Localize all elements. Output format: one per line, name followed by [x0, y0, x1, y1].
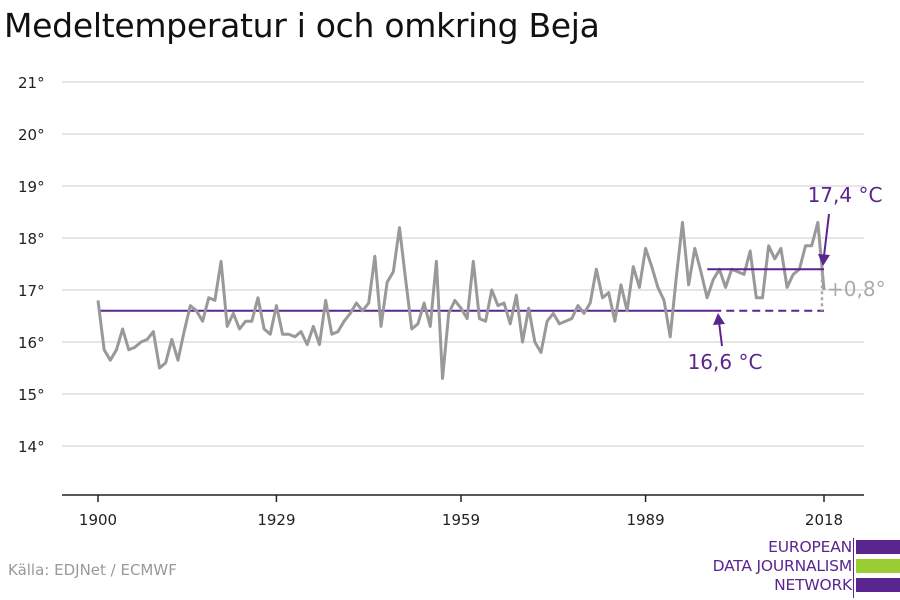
- y-tick-label: 18°: [18, 230, 45, 248]
- y-tick-label: 20°: [18, 126, 45, 144]
- logo-bar-purple: [856, 540, 900, 554]
- logo-text-network: NETWORK: [774, 576, 852, 594]
- x-tick-label: 1900: [79, 511, 117, 529]
- y-tick-label: 16°: [18, 334, 45, 352]
- recent-mean-label: 17,4 °C: [808, 183, 883, 207]
- y-tick-label: 14°: [18, 438, 45, 456]
- difference-label: +0,8°: [827, 277, 886, 301]
- arrow-icon: [713, 313, 725, 325]
- x-tick-label: 1929: [257, 511, 295, 529]
- x-tick-label: 1959: [442, 511, 480, 529]
- logo-text-data-journalism: DATA JOURNALISM: [712, 557, 853, 575]
- y-tick-label: 21°: [18, 74, 45, 92]
- logo-divider: [853, 538, 854, 598]
- x-tick-label: 1989: [626, 511, 664, 529]
- y-tick-label: 19°: [18, 178, 45, 196]
- baseline-mean-label: 16,6 °C: [688, 350, 763, 374]
- logo-bar-green: [856, 559, 900, 573]
- logo-text-european: EUROPEAN: [768, 538, 852, 556]
- arrow-icon: [818, 254, 830, 266]
- chart-title: Medeltemperatur i och omkring Beja: [4, 6, 600, 45]
- source-note: Källa: EDJNet / ECMWF: [8, 561, 177, 579]
- logo-bar-purple-2: [856, 578, 900, 592]
- recent-arrow-line: [823, 213, 830, 257]
- baseline-arrow-line: [718, 321, 723, 347]
- x-tick-label: 2018: [805, 511, 843, 529]
- edjnet-logo: EUROPEAN DATA JOURNALISM NETWORK: [700, 538, 900, 598]
- y-tick-label: 17°: [18, 282, 45, 300]
- y-tick-label: 15°: [18, 386, 45, 404]
